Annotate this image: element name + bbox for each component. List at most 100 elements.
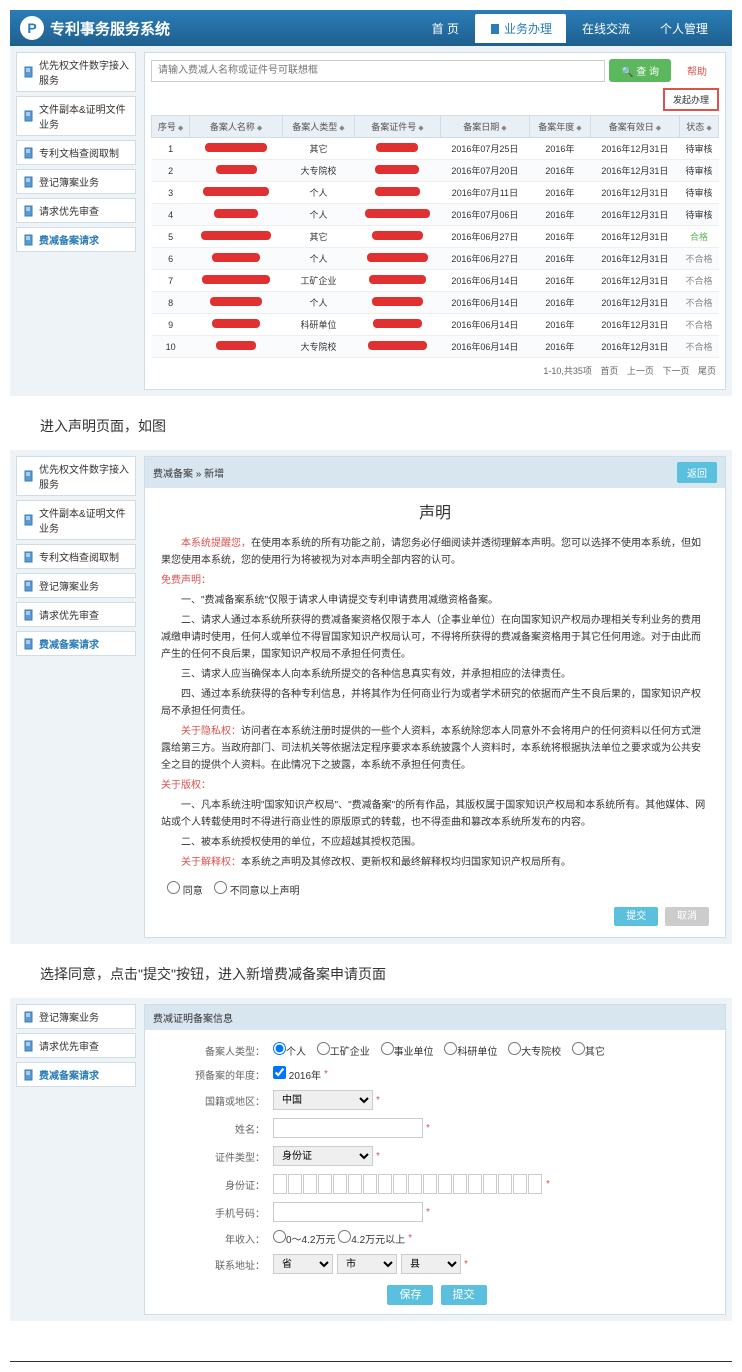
- id-digit-input[interactable]: [303, 1174, 317, 1194]
- table-row[interactable]: 2 大专院校 2016年07月20日2016年2016年12月31日 待审核: [152, 160, 719, 182]
- sidebar-item[interactable]: 文件副本&证明文件业务: [16, 500, 136, 540]
- help-button[interactable]: 帮助: [675, 59, 719, 82]
- sidebar-item[interactable]: 专利文档查阅取制: [16, 140, 136, 165]
- id-digit-input[interactable]: [378, 1174, 392, 1194]
- stmt-cancel-button[interactable]: 取消: [665, 907, 709, 926]
- column-header[interactable]: 备案年度◆: [530, 116, 591, 138]
- nav-home[interactable]: 首 页: [418, 14, 473, 43]
- type-radio[interactable]: 其它: [572, 1047, 605, 1058]
- pager-last[interactable]: 尾页: [698, 366, 716, 376]
- type-radio[interactable]: 工矿企业: [317, 1047, 370, 1058]
- type-radio[interactable]: 事业单位: [381, 1047, 434, 1058]
- form-save-button[interactable]: 保存: [387, 1285, 433, 1305]
- id-digit-input[interactable]: [408, 1174, 422, 1194]
- sidebar-item[interactable]: 登记簿案业务: [16, 1004, 136, 1029]
- radio-disagree[interactable]: 不同意以上声明: [214, 886, 300, 897]
- column-header[interactable]: 状态◆: [680, 116, 719, 138]
- sidebar-item[interactable]: 请求优先审查: [16, 602, 136, 627]
- nav-chat[interactable]: 在线交流: [568, 14, 644, 43]
- divider: [10, 1361, 732, 1362]
- id-digit-input[interactable]: [333, 1174, 347, 1194]
- income-radio[interactable]: 0～4.2万元: [273, 1235, 335, 1246]
- id-digit-input[interactable]: [498, 1174, 512, 1194]
- radio-agree[interactable]: 同意: [167, 886, 203, 897]
- sidebar-item[interactable]: 请求优先审查: [16, 1033, 136, 1058]
- id-digit-input[interactable]: [438, 1174, 452, 1194]
- phone-input[interactable]: [273, 1202, 423, 1222]
- sidebar-item[interactable]: 优先权文件数字接入服务: [16, 456, 136, 496]
- city-select[interactable]: 市: [337, 1254, 397, 1274]
- sort-icon: ◆: [257, 125, 262, 132]
- id-digit-input[interactable]: [483, 1174, 497, 1194]
- form-panel: 费减证明备案信息 备案人类型： 个人 工矿企业 事业单位 科研单位 大专院校 其…: [144, 1004, 726, 1315]
- apply-button[interactable]: 发起办理: [663, 88, 719, 111]
- id-label: 身份证：: [165, 1177, 265, 1192]
- sidebar-item[interactable]: 费减备案请求: [16, 631, 136, 656]
- column-header[interactable]: 序号◆: [152, 116, 190, 138]
- nav-biz[interactable]: 业务办理: [475, 14, 566, 43]
- id-digit-input[interactable]: [363, 1174, 377, 1194]
- sidebar-item[interactable]: 专利文档查阅取制: [16, 544, 136, 569]
- sidebar-item[interactable]: 费减备案请求: [16, 227, 136, 252]
- search-button[interactable]: 🔍 查 询: [609, 59, 671, 82]
- table-row[interactable]: 8 个人 2016年06月14日2016年2016年12月31日 不合格: [152, 292, 719, 314]
- id-digit-input[interactable]: [273, 1174, 287, 1194]
- prov-select[interactable]: 省: [273, 1254, 333, 1274]
- table-row[interactable]: 9 科研单位 2016年06月14日2016年2016年12月31日 不合格: [152, 314, 719, 336]
- id-digit-input[interactable]: [318, 1174, 332, 1194]
- id-digit-input[interactable]: [423, 1174, 437, 1194]
- table-row[interactable]: 5 其它 2016年06月27日2016年2016年12月31日 合格: [152, 226, 719, 248]
- table-row[interactable]: 3 个人 2016年07月11日2016年2016年12月31日 待审核: [152, 182, 719, 204]
- sidebar-item[interactable]: 优先权文件数字接入服务: [16, 52, 136, 92]
- column-header[interactable]: 备案有效日◆: [590, 116, 679, 138]
- table-row[interactable]: 6 个人 2016年06月27日2016年2016年12月31日 不合格: [152, 248, 719, 270]
- sidebar-item[interactable]: 费减备案请求: [16, 1062, 136, 1087]
- table-row[interactable]: 10 大专院校 2016年06月14日2016年2016年12月31日 不合格: [152, 336, 719, 358]
- sidebar-item-label: 费减备案请求: [39, 232, 99, 247]
- sidebar-item[interactable]: 文件副本&证明文件业务: [16, 96, 136, 136]
- search-input[interactable]: [151, 60, 605, 82]
- table-row[interactable]: 4 个人 2016年07月06日2016年2016年12月31日 待审核: [152, 204, 719, 226]
- cert-select[interactable]: 身份证: [273, 1146, 373, 1166]
- form-submit-button[interactable]: 提交: [441, 1285, 487, 1305]
- country-select[interactable]: 中国: [273, 1090, 373, 1110]
- id-digit-input[interactable]: [348, 1174, 362, 1194]
- sidebar-item[interactable]: 登记簿案业务: [16, 573, 136, 598]
- sidebar-item-label: 专利文档查阅取制: [39, 549, 119, 564]
- year-checkbox[interactable]: 2016年: [273, 1066, 321, 1082]
- phone-label: 手机号码：: [165, 1205, 265, 1220]
- type-radio[interactable]: 大专院校: [508, 1047, 561, 1058]
- id-digit-input[interactable]: [288, 1174, 302, 1194]
- sidebar-item-label: 请求优先审查: [39, 203, 99, 218]
- pager-prev[interactable]: 上一页: [627, 366, 654, 376]
- redacted: [369, 275, 426, 284]
- name-input[interactable]: [273, 1118, 423, 1138]
- sidebar-item[interactable]: 登记簿案业务: [16, 169, 136, 194]
- id-digit-input[interactable]: [528, 1174, 542, 1194]
- column-header[interactable]: 备案日期◆: [440, 116, 529, 138]
- sidebar-item-label: 登记簿案业务: [39, 1009, 99, 1024]
- table-row[interactable]: 7 工矿企业 2016年06月14日2016年2016年12月31日 不合格: [152, 270, 719, 292]
- id-digit-input[interactable]: [393, 1174, 407, 1194]
- pager-next[interactable]: 下一页: [662, 366, 689, 376]
- back-button[interactable]: 返回: [677, 462, 717, 483]
- income-radio[interactable]: 4.2万元以上: [338, 1235, 405, 1246]
- stmt-submit-button[interactable]: 提交: [614, 907, 658, 926]
- type-radio[interactable]: 科研单位: [444, 1047, 497, 1058]
- id-digit-input[interactable]: [513, 1174, 527, 1194]
- column-header[interactable]: 备案人类型◆: [282, 116, 354, 138]
- pager-first[interactable]: 首页: [600, 366, 618, 376]
- redacted: [376, 143, 418, 152]
- column-header[interactable]: 备案人名称◆: [190, 116, 283, 138]
- redacted: [202, 275, 271, 284]
- sidebar-item[interactable]: 请求优先审查: [16, 198, 136, 223]
- table-row[interactable]: 1 其它 2016年07月25日2016年2016年12月31日 待审核: [152, 138, 719, 160]
- nav-user[interactable]: 个人管理: [646, 14, 722, 43]
- id-digit-input[interactable]: [468, 1174, 482, 1194]
- column-header[interactable]: 备案证件号◆: [355, 116, 441, 138]
- redacted: [216, 341, 256, 350]
- type-radio[interactable]: 个人: [273, 1047, 306, 1058]
- id-digit-input[interactable]: [453, 1174, 467, 1194]
- dist-select[interactable]: 县: [401, 1254, 461, 1274]
- cert-label: 证件类型：: [165, 1149, 265, 1164]
